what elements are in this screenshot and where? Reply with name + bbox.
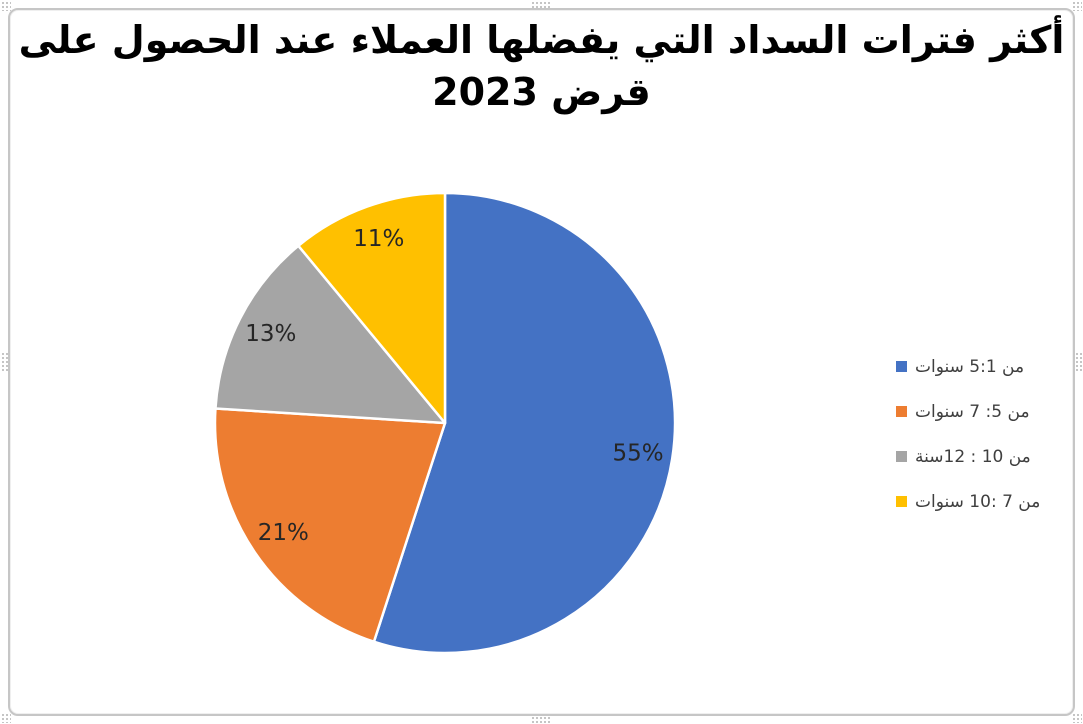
pie-slice-2[interactable] <box>214 244 447 425</box>
resize-handle-top-left[interactable] <box>1 1 11 11</box>
legend-label: من 7 :10 سنوات <box>915 491 1041 512</box>
legend-item-10-12-years[interactable]: من 10 : 12سنة <box>896 434 1040 479</box>
resize-handle-top-right[interactable] <box>1072 1 1082 11</box>
legend-marker <box>896 496 907 507</box>
legend-item-5-7-years[interactable]: من 5: 7 سنوات <box>896 389 1040 434</box>
legend-marker <box>896 406 907 417</box>
pie-slice-1[interactable] <box>213 407 447 643</box>
pie-data-label-0: 55% <box>613 441 664 467</box>
pie-slice-0[interactable] <box>372 191 677 655</box>
legend-marker <box>896 361 907 372</box>
legend-item-1-5-years[interactable]: من 5:1 سنوات <box>896 344 1040 389</box>
resize-handle-right[interactable] <box>1075 352 1082 372</box>
legend-label: من 5:1 سنوات <box>915 356 1025 377</box>
resize-handle-bottom-right[interactable] <box>1072 713 1082 723</box>
pie-data-label-1: 21% <box>258 520 309 546</box>
pie-data-label-2: 13% <box>245 321 296 347</box>
resize-handle-left[interactable] <box>1 352 8 372</box>
legend-marker <box>896 451 907 462</box>
chart-title[interactable]: أكثر فترات السداد التي يفضلها العملاء عن… <box>0 14 1083 118</box>
chart-border <box>8 8 1075 716</box>
resize-handle-bottom[interactable] <box>531 716 551 723</box>
resize-handle-bottom-left[interactable] <box>1 713 11 723</box>
chart-title-line2: قرض 2023 <box>432 70 651 114</box>
pie-data-label-3: 11% <box>353 226 404 252</box>
chart-title-line1: أكثر فترات السداد التي يفضلها العملاء عن… <box>18 18 1065 62</box>
legend-label: من 10 : 12سنة <box>915 446 1031 467</box>
legend-item-7-10-years[interactable]: من 7 :10 سنوات <box>896 479 1040 524</box>
legend: من 5:1 سنوات من 5: 7 سنوات من 10 : 12سنة… <box>896 344 1040 524</box>
pie-slice-3[interactable] <box>297 191 447 425</box>
legend-label: من 5: 7 سنوات <box>915 401 1030 422</box>
resize-handle-top[interactable] <box>531 1 551 8</box>
